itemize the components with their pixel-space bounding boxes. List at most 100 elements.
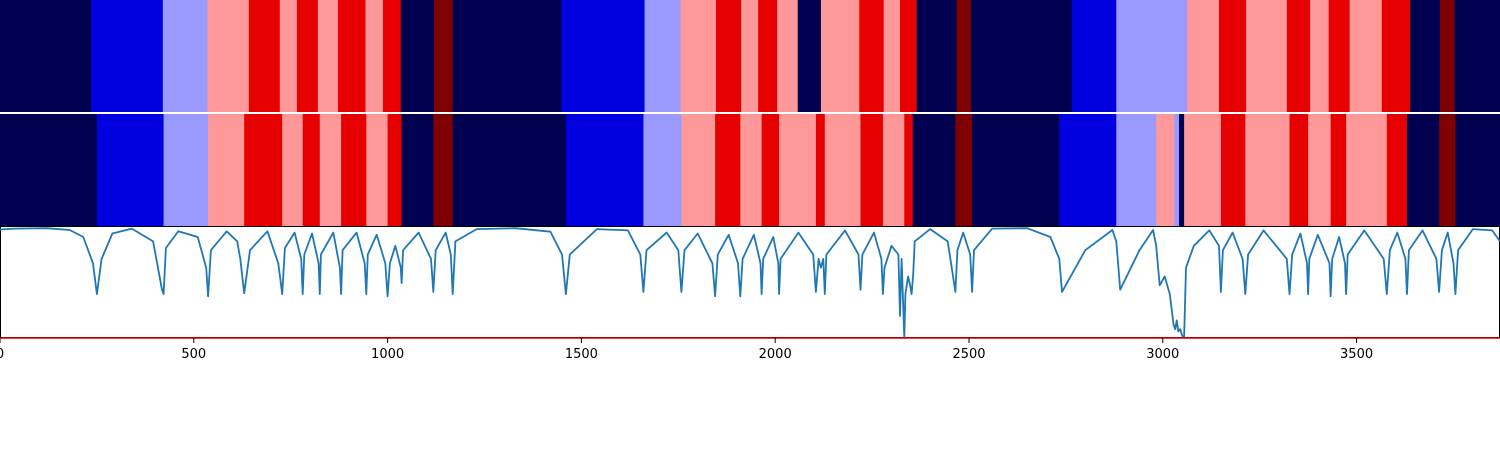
heatmap-middle-segment	[1308, 114, 1332, 226]
heatmap-top-segment	[248, 0, 281, 112]
heatmap-middle-segment	[366, 114, 389, 226]
heatmap-top-segment	[91, 0, 164, 112]
line-series-group	[0, 227, 1500, 339]
heatmap-middle-segment	[0, 114, 98, 226]
heatmap-middle-segment	[96, 114, 165, 226]
line-plot-panel	[0, 226, 1500, 339]
heatmap-middle-segment	[1116, 114, 1157, 226]
heatmap-top-segment	[644, 0, 682, 112]
heatmap-top-segment	[820, 0, 860, 112]
heatmap-top-segment	[317, 0, 339, 112]
heatmap-top-segment	[758, 0, 778, 112]
heatmap-top-segment	[1286, 0, 1311, 112]
heatmap-middle-segment	[302, 114, 321, 226]
heatmap-middle-segment	[860, 114, 884, 226]
heatmap-middle-segment	[1245, 114, 1291, 226]
heatmap-top-segment	[900, 0, 918, 112]
heatmap-top-segment	[715, 0, 742, 112]
heatmap-middle-segment	[1179, 114, 1185, 226]
heatmap-middle-segment	[282, 114, 304, 226]
heatmap-middle-segment	[1455, 114, 1500, 226]
heatmap-middle-segment	[824, 114, 862, 226]
heatmap-middle-segment	[1406, 114, 1440, 226]
heatmap-middle-segment	[387, 114, 403, 226]
heatmap-middle-segment	[452, 114, 567, 226]
heatmap-middle-segment	[1174, 114, 1180, 226]
heatmap-middle-segment	[882, 114, 905, 226]
x-tick-label: 1000	[371, 347, 404, 362]
heatmap-middle-segment	[565, 114, 645, 226]
heatmap-middle-segment	[815, 114, 826, 226]
heatmap-middle-segment	[1059, 114, 1117, 226]
heatmap-top-segment	[337, 0, 367, 112]
x-tick-label: 1500	[565, 347, 598, 362]
heatmap-middle-segment	[1346, 114, 1388, 226]
heatmap-middle-segment	[715, 114, 741, 226]
heatmap-middle-segment	[244, 114, 283, 226]
heatmap-middle-segment	[779, 114, 817, 226]
x-axis: 0 500 1000 1500 2000 2500 3000 3500	[0, 338, 1373, 362]
heatmap-top-segment	[279, 0, 298, 112]
heatmap-top-segment	[162, 0, 208, 112]
heatmap-top-segment	[1381, 0, 1411, 112]
heatmap-top-segment	[883, 0, 901, 112]
heatmap-top-segment	[400, 0, 435, 112]
heatmap-top-segment	[207, 0, 250, 112]
heatmap-top-segment	[1116, 0, 1188, 112]
heatmap-top-segment	[680, 0, 717, 112]
heatmap-top-segment	[382, 0, 402, 112]
heatmap-top-segment	[859, 0, 885, 112]
heatmap-top-segment	[916, 0, 958, 112]
heatmap-middle-segment	[972, 114, 1060, 226]
heatmap-top-segment	[970, 0, 1073, 112]
heatmap-middle-segment	[912, 114, 957, 226]
heatmap-top-segment	[956, 0, 972, 112]
heatmap-middle-segment	[1220, 114, 1246, 226]
heatmap-top-segment	[797, 0, 822, 112]
heatmap-middle-segment	[433, 114, 454, 226]
heatmap-middle-segment	[319, 114, 342, 226]
heatmap-middle-segment	[163, 114, 209, 226]
heatmap-top-segment	[434, 0, 454, 112]
heatmap-middle-segment	[643, 114, 682, 226]
x-tick-label: 2500	[952, 347, 985, 362]
heatmap-top-segment	[1187, 0, 1220, 112]
heatmap-top-segment	[741, 0, 759, 112]
heatmap-top-segment	[1410, 0, 1441, 112]
heatmap-middle-segment	[208, 114, 245, 226]
heatmap-middle-segment	[1289, 114, 1309, 226]
heatmap-top-segment	[1439, 0, 1456, 112]
x-tick-label: 500	[181, 347, 206, 362]
blue-line-series	[0, 227, 1500, 339]
heatmap-top-segment	[452, 0, 562, 112]
heatmap-top-segment	[365, 0, 384, 112]
strip-divider	[0, 112, 1500, 114]
heatmap-middle-segment	[1439, 114, 1457, 226]
heatmap-middle-segment	[761, 114, 780, 226]
x-tick-label: 0	[0, 347, 4, 362]
heatmap-top-segment	[296, 0, 319, 112]
heatmap-strip-middle	[0, 114, 1500, 226]
heatmap-middle-segment	[955, 114, 973, 226]
heatmap-middle-segment	[904, 114, 914, 226]
heatmap-top-segment	[1218, 0, 1247, 112]
heatmap-middle-segment	[341, 114, 367, 226]
heatmap-middle-segment	[681, 114, 716, 226]
heatmap-top-segment	[1246, 0, 1288, 112]
heatmap-top-segment	[1071, 0, 1117, 112]
x-tick-label: 2000	[759, 347, 792, 362]
heatmap-top-segment	[1349, 0, 1383, 112]
heatmap-top-segment	[0, 0, 92, 112]
heatmap-middle-segment	[1184, 114, 1222, 226]
x-tick-label: 3000	[1146, 347, 1179, 362]
heatmap-top-segment	[1454, 0, 1500, 112]
heatmap-top-segment	[1310, 0, 1330, 112]
heatmap-strip-top	[0, 0, 1500, 112]
x-tick-label: 3500	[1340, 347, 1373, 362]
heatmap-middle-segment	[1156, 114, 1176, 226]
heatmap-middle-segment	[1330, 114, 1347, 226]
heatmap-top-segment	[561, 0, 646, 112]
heatmap-middle-segment	[1386, 114, 1408, 226]
heatmap-top-segment	[1328, 0, 1351, 112]
